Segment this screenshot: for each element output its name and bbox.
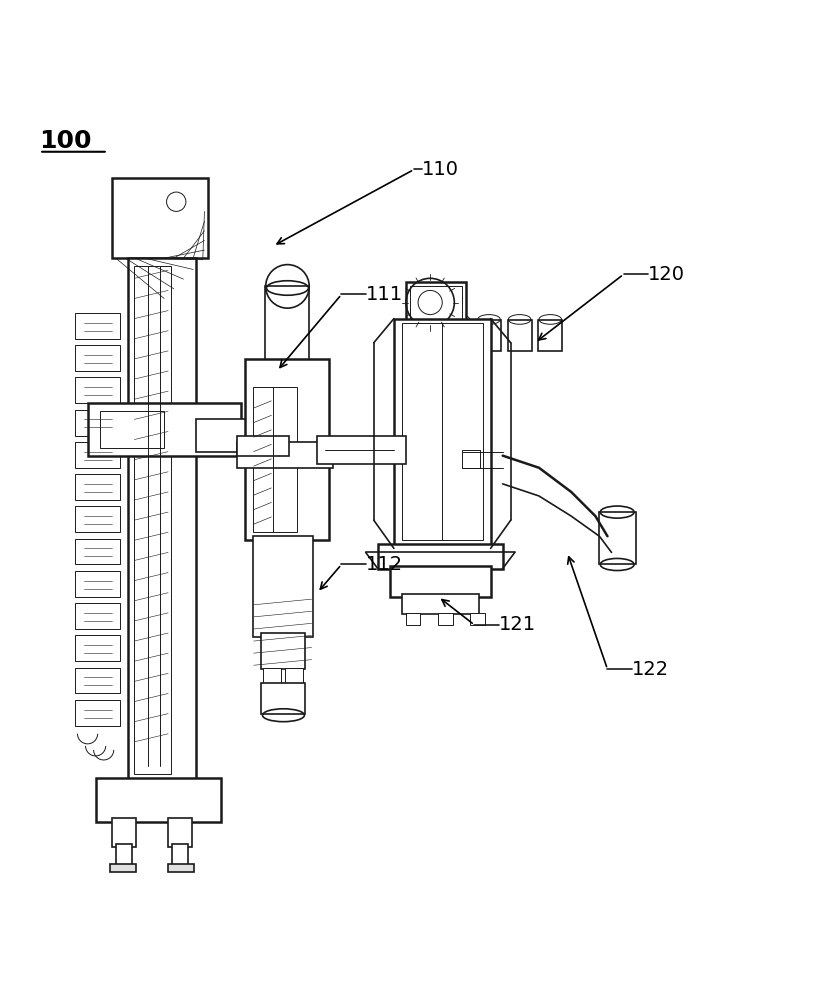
- Bar: [317, 436, 405, 464]
- Bar: [401, 323, 482, 540]
- Bar: [393, 319, 490, 548]
- Bar: [437, 613, 452, 625]
- Bar: [263, 668, 281, 685]
- Bar: [115, 844, 132, 867]
- Bar: [75, 700, 120, 726]
- Bar: [507, 320, 531, 351]
- Bar: [401, 594, 478, 614]
- Text: 110: 110: [422, 160, 459, 179]
- Bar: [75, 668, 120, 693]
- Bar: [75, 410, 120, 436]
- Bar: [75, 571, 120, 597]
- Bar: [477, 320, 500, 351]
- Bar: [537, 320, 562, 351]
- Bar: [462, 450, 480, 468]
- Bar: [252, 536, 313, 637]
- Text: 120: 120: [647, 265, 684, 284]
- Bar: [96, 778, 220, 822]
- Bar: [470, 613, 484, 625]
- Bar: [75, 377, 120, 403]
- Bar: [285, 668, 302, 685]
- Bar: [75, 506, 120, 532]
- Bar: [168, 818, 192, 847]
- Bar: [237, 436, 289, 456]
- Bar: [75, 442, 120, 468]
- Bar: [110, 864, 136, 872]
- Bar: [75, 635, 120, 661]
- Bar: [405, 282, 466, 327]
- Bar: [196, 419, 260, 452]
- Bar: [265, 286, 309, 363]
- Bar: [128, 258, 196, 782]
- Bar: [252, 387, 296, 532]
- Bar: [244, 359, 329, 540]
- Bar: [134, 266, 170, 774]
- Bar: [111, 178, 208, 258]
- Text: 121: 121: [498, 615, 535, 634]
- Bar: [100, 411, 164, 448]
- Bar: [88, 403, 241, 456]
- Bar: [389, 566, 490, 597]
- Bar: [75, 539, 120, 564]
- Bar: [75, 313, 120, 339]
- Bar: [378, 544, 502, 569]
- Text: 122: 122: [631, 660, 668, 679]
- Bar: [172, 844, 188, 867]
- Text: 111: 111: [365, 285, 402, 304]
- Bar: [237, 442, 333, 468]
- Bar: [75, 345, 120, 371]
- Bar: [75, 603, 120, 629]
- Text: 100: 100: [39, 129, 92, 153]
- Bar: [111, 818, 136, 847]
- Text: 112: 112: [365, 555, 402, 574]
- Bar: [446, 320, 470, 351]
- Bar: [410, 286, 462, 323]
- Bar: [405, 613, 420, 625]
- Bar: [599, 512, 635, 564]
- Bar: [260, 633, 305, 669]
- Bar: [168, 864, 194, 872]
- Bar: [260, 683, 305, 714]
- Bar: [75, 474, 120, 500]
